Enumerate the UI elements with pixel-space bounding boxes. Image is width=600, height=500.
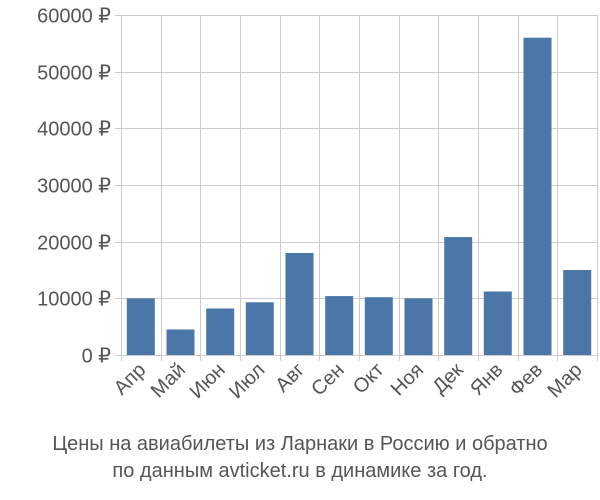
- x-tick-label: Сен: [307, 359, 348, 400]
- y-axis-tick-labels: 0 ₽ 10000 ₽ 20000 ₽ 30000 ₽ 40000 ₽ 50000 ₽ 60…: [37, 6, 111, 368]
- bar-4: [285, 253, 314, 355]
- x-tick-label: Ноя: [387, 359, 428, 400]
- x-tick-label: Мар: [543, 359, 586, 402]
- y-tick-label: 30000 ₽: [37, 176, 111, 198]
- bar-5: [325, 296, 354, 355]
- grid-lines: [115, 15, 598, 361]
- bar-chart: 0 ₽ 10000 ₽ 20000 ₽ 30000 ₽ 40000 ₽ 50000 ₽ 60…: [37, 6, 598, 403]
- bar-0: [126, 298, 155, 355]
- bar-3: [245, 302, 274, 355]
- x-tick-label: Апр: [110, 359, 151, 400]
- y-tick-label: 10000 ₽: [37, 289, 111, 311]
- y-tick-label: 60000 ₽: [37, 6, 111, 28]
- x-tick-label: Фев: [505, 359, 547, 401]
- bars: [126, 37, 592, 355]
- bar-6: [364, 297, 393, 355]
- bar-9: [483, 291, 512, 355]
- y-tick-label: 40000 ₽: [37, 119, 111, 141]
- chart-caption-line-1: Цены на авиабилеты из Ларнаки в Россию и…: [52, 433, 548, 455]
- x-tick-label: Июл: [225, 359, 269, 403]
- x-tick-label: Авг: [271, 359, 309, 397]
- bar-11: [563, 270, 592, 355]
- chart-caption-line-2: по данным avticket.ru в динамике за год.: [112, 460, 488, 482]
- x-tick-label: Июн: [186, 359, 230, 403]
- y-tick-label: 0 ₽: [82, 346, 112, 368]
- bar-8: [444, 237, 473, 355]
- x-tick-label: Дек: [429, 359, 468, 398]
- bar-7: [404, 298, 433, 355]
- y-tick-label: 50000 ₽: [37, 63, 111, 85]
- bar-10: [523, 37, 552, 355]
- x-tick-label: Май: [147, 359, 190, 402]
- y-tick-label: 20000 ₽: [37, 233, 111, 255]
- x-tick-label: Янв: [466, 359, 507, 400]
- bar-2: [206, 308, 235, 355]
- bar-1: [166, 329, 195, 355]
- x-tick-label: Окт: [349, 359, 388, 398]
